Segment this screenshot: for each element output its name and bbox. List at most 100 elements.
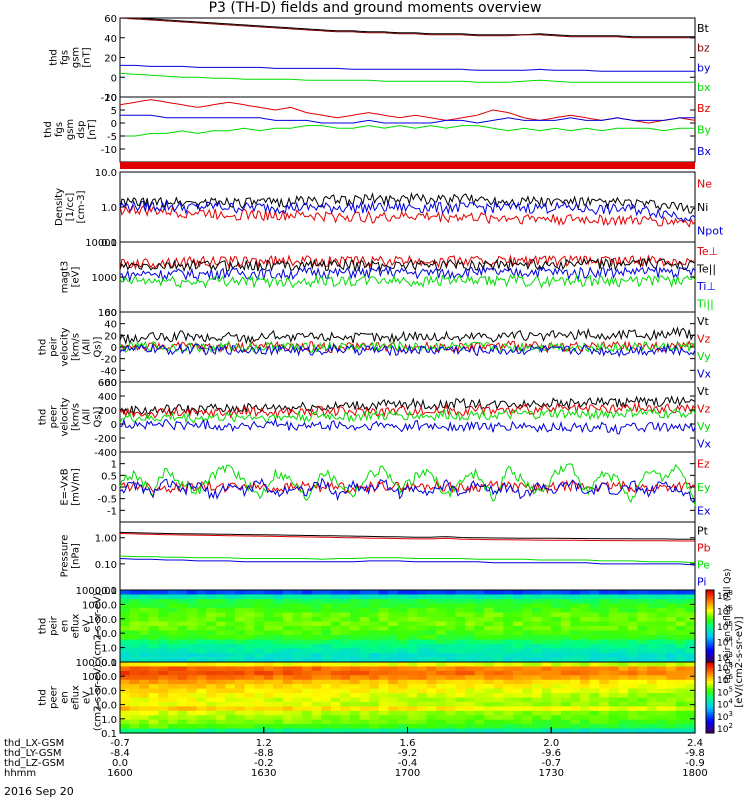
spectrogram-cell — [302, 670, 313, 676]
spectrogram-cell — [263, 635, 274, 641]
spectrogram-cell — [407, 612, 418, 618]
spectrogram-cell — [215, 594, 227, 600]
spectrogram-cell — [120, 612, 131, 618]
spectrogram-cell — [177, 612, 188, 618]
spectrogram-cell — [465, 662, 476, 668]
spectrogram-cell — [273, 688, 284, 694]
spectrogram-cell — [282, 653, 294, 659]
spectrogram-cell — [273, 630, 284, 636]
spectrogram-cell — [627, 662, 639, 668]
spectrogram-cell — [675, 693, 687, 699]
spectrogram-cell — [330, 688, 342, 694]
spectrogram-cell — [129, 724, 140, 730]
spectrogram-cell — [608, 617, 619, 623]
spectrogram-cell — [369, 715, 380, 721]
spectrogram-cell — [225, 630, 236, 636]
spectrogram-cell — [512, 657, 524, 663]
spectrogram-cell — [608, 728, 619, 734]
spectrogram-cell — [417, 662, 428, 668]
spectrogram-cell — [129, 630, 140, 636]
spectrogram-cell — [627, 590, 639, 596]
spectrogram-cell — [685, 710, 696, 716]
spectrogram-cell — [369, 719, 380, 725]
spectrogram-cell — [627, 724, 639, 730]
spectrogram-cell — [244, 639, 255, 645]
spectrogram-cell — [436, 621, 447, 627]
spectrogram-cell — [302, 715, 313, 721]
spectrogram-cell — [570, 679, 581, 685]
spectrogram-cell — [177, 635, 188, 641]
spectrogram-cell — [378, 603, 389, 609]
spectrogram-cell — [340, 688, 351, 694]
spectrogram-cell — [426, 724, 437, 730]
spectrogram-cell — [512, 715, 524, 721]
colorbar-segment — [706, 688, 714, 691]
series-line — [119, 558, 696, 566]
spectrogram-cell — [158, 648, 169, 654]
spectrogram-cell — [359, 603, 370, 609]
spectrogram-cell — [666, 693, 677, 699]
spectrogram-cell — [350, 697, 361, 703]
spectrogram-cell — [666, 706, 677, 712]
spectrogram-cell — [503, 706, 514, 712]
spectrogram-cell — [685, 728, 696, 734]
spectrogram-cell — [685, 675, 696, 681]
spectrogram-cell — [235, 626, 246, 632]
colorbar-segment — [706, 711, 714, 715]
spectrogram-cell — [321, 684, 332, 690]
spectrogram-cell — [465, 608, 476, 614]
spectrogram-cell — [148, 719, 159, 725]
spectrogram-cell — [436, 594, 447, 600]
spectrogram-cell — [570, 697, 581, 703]
spectrogram-cell — [311, 675, 322, 681]
spectrogram-cell — [417, 666, 428, 672]
spectrogram-cell — [675, 639, 687, 645]
spectrogram-cell — [215, 715, 227, 721]
spectrogram-cell — [551, 693, 562, 699]
colorbar-segment — [706, 590, 714, 593]
spectrogram-cell — [436, 599, 447, 605]
spectrogram-cell — [139, 626, 150, 632]
spectrogram-cell — [465, 715, 476, 721]
spectrogram-cell — [292, 719, 303, 725]
spectrogram-cell — [167, 688, 179, 694]
spectrogram-cell — [388, 724, 399, 730]
spectrogram-cell — [330, 693, 342, 699]
spectrogram-cell — [484, 679, 495, 685]
spectrogram-cell — [647, 648, 658, 654]
spectrogram-cell — [627, 728, 639, 734]
spectrogram-cell — [225, 594, 236, 600]
spectrogram-cell — [302, 657, 313, 663]
spectrogram-cell — [417, 617, 428, 623]
x-tick-label: 1700 — [395, 768, 420, 779]
spectrogram-cell — [244, 612, 255, 618]
spectrogram-cell — [436, 644, 447, 650]
spectrogram-cell — [599, 617, 610, 623]
spectrogram-cell — [512, 621, 524, 627]
series-line — [120, 417, 696, 435]
spectrogram-cell — [139, 635, 150, 641]
spectrogram-cell — [244, 715, 255, 721]
spectrogram-cell — [196, 710, 207, 716]
spectrogram-cell — [522, 657, 533, 663]
spectrogram-cell — [292, 617, 303, 623]
spectrogram-cell — [512, 626, 524, 632]
spectrogram-cell — [369, 679, 380, 685]
spectrogram-cell — [647, 715, 658, 721]
spectrogram-cell — [589, 617, 600, 623]
legend-entry: Ti⊥ — [696, 280, 716, 293]
spectrogram-cell — [484, 608, 495, 614]
spectrogram-cell — [656, 693, 667, 699]
spectrogram-cell — [388, 679, 399, 685]
spectrogram-cell — [206, 666, 217, 672]
spectrogram-cell — [215, 710, 227, 716]
spectrogram-cell — [484, 599, 495, 605]
spectrogram-cell — [627, 648, 639, 654]
spectrogram-cell — [484, 688, 495, 694]
spectrogram-cell — [187, 666, 198, 672]
spectrogram-cell — [445, 679, 457, 685]
y-axis-label-line: E=-VxB — [60, 468, 71, 505]
spectrogram-cell — [465, 657, 476, 663]
spectrogram-cell — [656, 653, 667, 659]
spectrogram-cell — [541, 728, 552, 734]
